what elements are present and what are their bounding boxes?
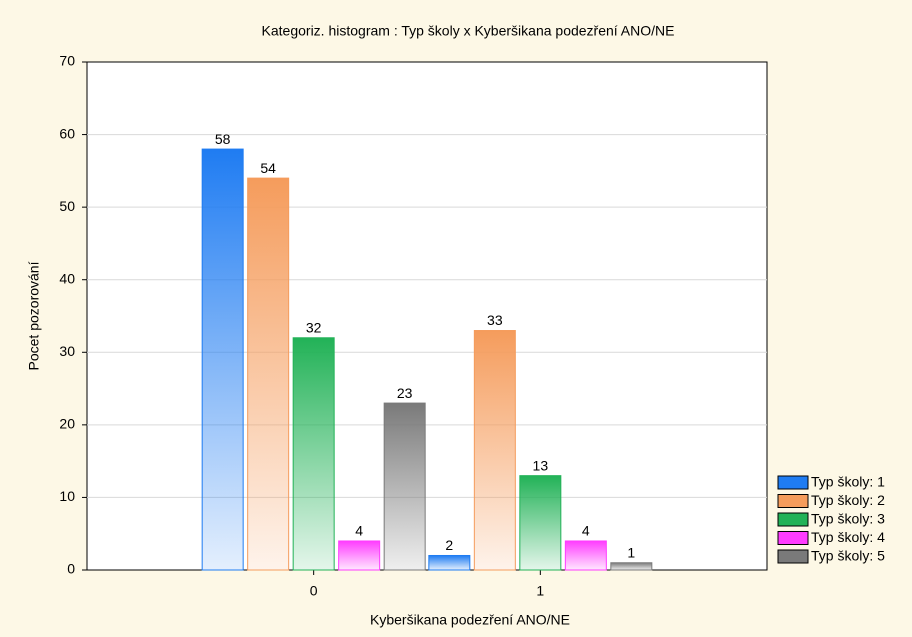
bar	[383, 402, 426, 571]
y-tick-label: 70	[59, 53, 75, 69]
data-label: 23	[397, 385, 413, 401]
bar	[247, 177, 290, 571]
data-label: 4	[355, 523, 363, 539]
data-label: 32	[306, 319, 322, 335]
y-tick-label: 60	[59, 125, 75, 141]
y-tick-label: 0	[67, 561, 75, 577]
bar	[610, 562, 653, 571]
legend-swatch	[777, 494, 809, 508]
legend-label: Typ školy: 3	[811, 511, 885, 527]
legend-label: Typ školy: 4	[811, 529, 885, 545]
bar	[338, 540, 381, 571]
x-tick-label: 0	[310, 583, 318, 599]
y-tick-label: 40	[59, 270, 75, 286]
y-tick-label: 30	[59, 343, 75, 359]
data-label: 54	[260, 160, 276, 176]
x-axis-title: Kyberšikana podezření ANO/NE	[370, 612, 570, 628]
legend-label: Typ školy: 5	[811, 548, 885, 564]
bar	[292, 337, 335, 571]
bar	[201, 148, 244, 571]
data-label: 2	[445, 537, 453, 553]
bar	[564, 540, 607, 571]
data-label: 58	[215, 131, 231, 147]
bar	[428, 554, 471, 571]
legend-swatch	[777, 531, 809, 545]
legend-swatch	[777, 512, 809, 527]
y-tick-label: 20	[59, 416, 75, 432]
data-label: 33	[487, 312, 503, 328]
bar	[519, 475, 562, 571]
y-axis-title: Pocet pozorování	[26, 261, 42, 370]
legend-label: Typ školy: 2	[811, 492, 885, 508]
plot-area	[86, 61, 768, 571]
y-tick-label: 10	[59, 488, 75, 504]
bar	[473, 330, 516, 571]
legend-swatch	[777, 475, 809, 490]
data-label: 1	[627, 544, 635, 560]
chart-title: Kategoriz. histogram : Typ školy x Kyber…	[262, 23, 675, 39]
y-tick-label: 50	[59, 198, 75, 214]
legend-swatch	[777, 549, 809, 564]
data-label: 4	[582, 523, 590, 539]
x-tick-label: 1	[536, 583, 544, 599]
legend-label: Typ školy: 1	[811, 474, 885, 490]
data-label: 13	[533, 457, 549, 473]
grid	[87, 134, 767, 498]
